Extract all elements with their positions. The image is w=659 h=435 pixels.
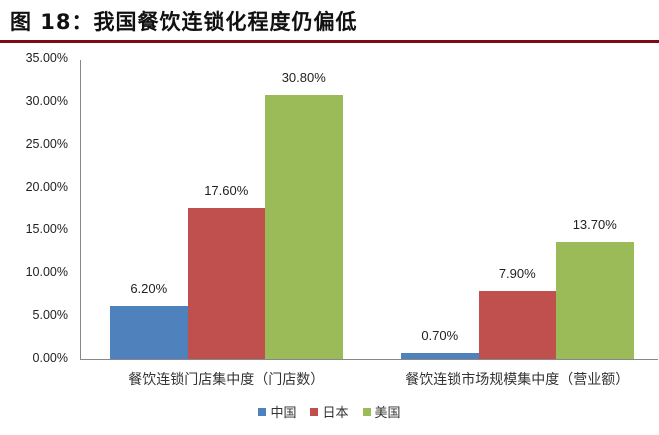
bar-japan-1 [187, 208, 265, 359]
figure-title: 图 18：我国餐饮连锁化程度仍偏低 [10, 10, 358, 34]
y-tick-label: 0.00% [32, 351, 68, 365]
legend-swatch-icon [310, 407, 319, 416]
y-tick-label: 35.00% [25, 51, 68, 65]
title-divider [0, 40, 659, 43]
y-tick-label: 25.00% [25, 136, 68, 151]
legend-label: 日本 [322, 406, 349, 421]
data-label: 7.90% [498, 266, 536, 282]
bar-china-1 [110, 305, 188, 359]
data-label: 6.20% [130, 280, 168, 296]
data-label: 13.70% [572, 216, 617, 232]
category-label: 餐饮连锁市场规模集中度（营业额） [405, 372, 630, 388]
legend-swatch-icon [362, 407, 371, 416]
y-tick-label: 5.00% [32, 308, 68, 323]
chart-legend: 中国 日本 美国 [0, 402, 659, 421]
legend-item-china: 中国 [258, 402, 296, 421]
bar-japan-2 [478, 291, 556, 359]
bar-usa-1 [265, 95, 343, 359]
y-tick-label: 20.00% [25, 179, 68, 194]
y-tick-label: 10.00% [25, 265, 68, 280]
legend-label: 美国 [374, 406, 401, 421]
bar-china-2 [401, 353, 479, 359]
legend-item-usa: 美国 [362, 402, 401, 421]
bar-usa-2 [556, 241, 634, 359]
legend-swatch-icon [258, 407, 267, 416]
data-label: 17.60% [204, 183, 249, 199]
legend-item-japan: 日本 [310, 402, 349, 421]
data-label: 0.70% [421, 328, 459, 343]
y-tick-label: 15.00% [25, 222, 68, 237]
category-label: 餐饮连锁门店集中度（门店数） [128, 372, 325, 388]
x-axis-line [80, 359, 658, 360]
legend-label: 中国 [270, 406, 297, 421]
y-tick-label: 30.00% [25, 93, 68, 108]
y-axis-line [80, 60, 81, 359]
data-label: 30.80% [281, 70, 326, 85]
